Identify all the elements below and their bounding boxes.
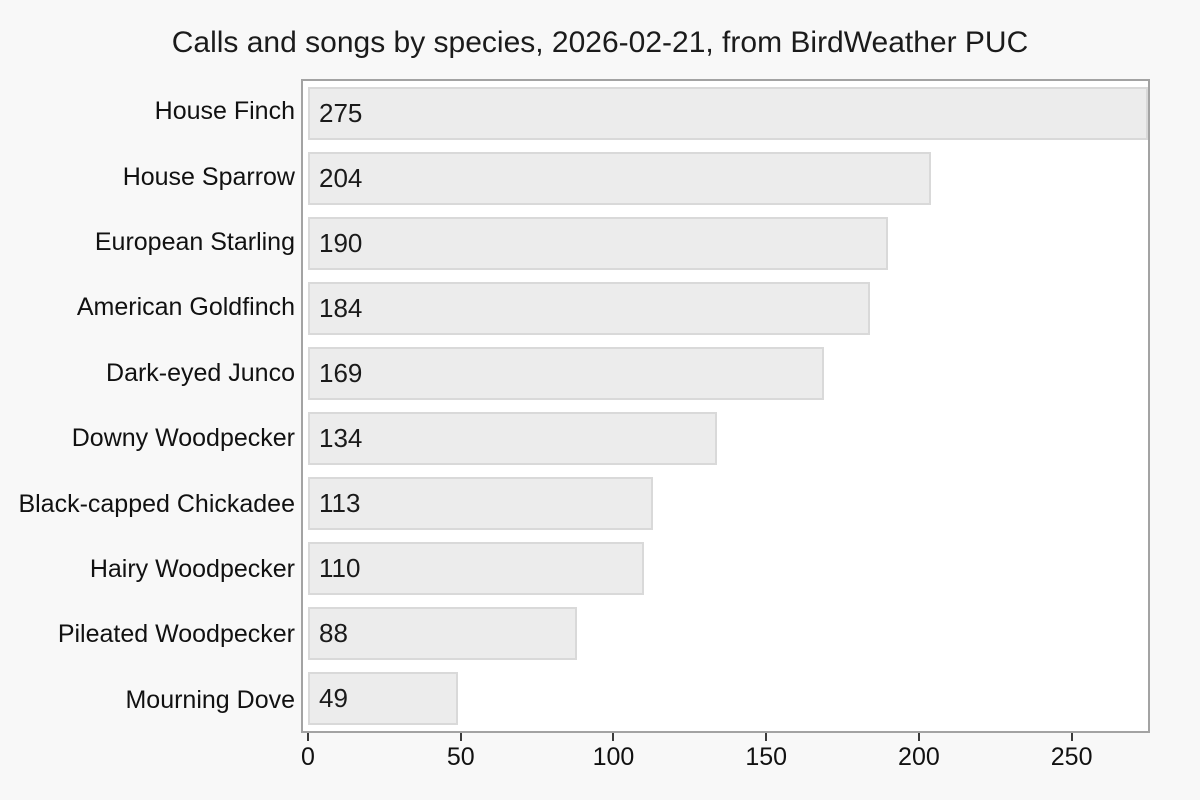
bar: 110 xyxy=(308,542,644,595)
bar-value-label: 275 xyxy=(319,97,363,128)
y-axis-labels: House Finch House Sparrow European Starlin… xyxy=(0,79,295,733)
category-label: Pileated Woodpecker xyxy=(57,620,295,649)
category-label: House Sparrow xyxy=(122,162,295,191)
bar-value-label: 190 xyxy=(319,227,363,258)
bar: 169 xyxy=(308,347,825,400)
bar: 49 xyxy=(308,672,458,725)
bar-value-label: 88 xyxy=(319,617,348,648)
x-tick-label: 50 xyxy=(446,743,475,771)
x-tick-label: 0 xyxy=(301,743,315,771)
bar-value-label: 184 xyxy=(319,292,363,323)
bar-row: 113 xyxy=(308,471,1148,536)
x-axis: 0 50 100 150 200 250 xyxy=(301,733,1150,793)
bar-row: 88 xyxy=(308,601,1148,666)
x-tick-mark xyxy=(307,733,309,741)
bar: 88 xyxy=(308,607,577,660)
bar-row: 184 xyxy=(308,276,1148,341)
category-label: Black-capped Chickadee xyxy=(18,489,295,518)
bar: 134 xyxy=(308,412,718,465)
bar-value-label: 49 xyxy=(319,682,348,713)
bar-value-label: 134 xyxy=(319,422,363,453)
chart-title: Calls and songs by species, 2026-02-21, … xyxy=(171,26,1029,59)
y-label-row: Pileated Woodpecker xyxy=(0,602,295,667)
y-label-row: House Sparrow xyxy=(0,144,295,209)
bar-value-label: 204 xyxy=(319,162,363,193)
y-label-row: Black-capped Chickadee xyxy=(0,471,295,536)
bar-value-label: 113 xyxy=(319,487,361,518)
x-tick-mark xyxy=(917,733,920,741)
x-tick-label: 150 xyxy=(745,743,788,771)
x-tick-label: 250 xyxy=(1050,743,1093,771)
category-label: House Finch xyxy=(154,97,295,126)
bar-row: 134 xyxy=(308,406,1148,471)
bar-row: 204 xyxy=(308,146,1148,211)
bar: 184 xyxy=(308,282,871,335)
bar-row: 110 xyxy=(308,536,1148,601)
category-label: European Starling xyxy=(94,228,295,257)
y-label-row: Downy Woodpecker xyxy=(0,406,295,471)
x-tick-label: 200 xyxy=(898,743,940,771)
x-tick-label: 100 xyxy=(592,743,635,771)
category-label: Dark-eyed Junco xyxy=(106,358,295,387)
category-label: Mourning Dove xyxy=(125,685,295,714)
bar-row: 190 xyxy=(308,211,1148,276)
bar-row: 49 xyxy=(308,666,1148,731)
y-label-row: Dark-eyed Junco xyxy=(0,341,295,406)
bar: 275 xyxy=(308,87,1148,140)
bar: 204 xyxy=(308,152,932,205)
x-tick-mark xyxy=(1070,733,1073,741)
bar: 190 xyxy=(308,217,889,270)
y-label-row: House Finch xyxy=(0,79,295,144)
category-label: Downy Woodpecker xyxy=(71,424,295,453)
bar-value-label: 169 xyxy=(319,357,363,388)
y-label-row: Hairy Woodpecker xyxy=(0,537,295,602)
y-label-row: Mourning Dove xyxy=(0,668,295,733)
bar: 113 xyxy=(308,477,654,530)
plot-area: 275 204 190 184 169 134 113 110 88 49 xyxy=(301,79,1150,733)
x-tick-mark xyxy=(612,733,615,741)
category-label: Hairy Woodpecker xyxy=(89,555,295,584)
bar-row: 275 xyxy=(308,81,1148,146)
bar-row: 169 xyxy=(308,341,1148,406)
x-tick-mark xyxy=(459,733,462,741)
bar-value-label: 110 xyxy=(319,552,361,583)
category-label: American Goldfinch xyxy=(76,293,295,322)
bars-container: 275 204 190 184 169 134 113 110 88 49 xyxy=(303,81,1148,731)
y-label-row: European Starling xyxy=(0,210,295,275)
y-label-row: American Goldfinch xyxy=(0,275,295,340)
x-tick-mark xyxy=(765,733,768,741)
